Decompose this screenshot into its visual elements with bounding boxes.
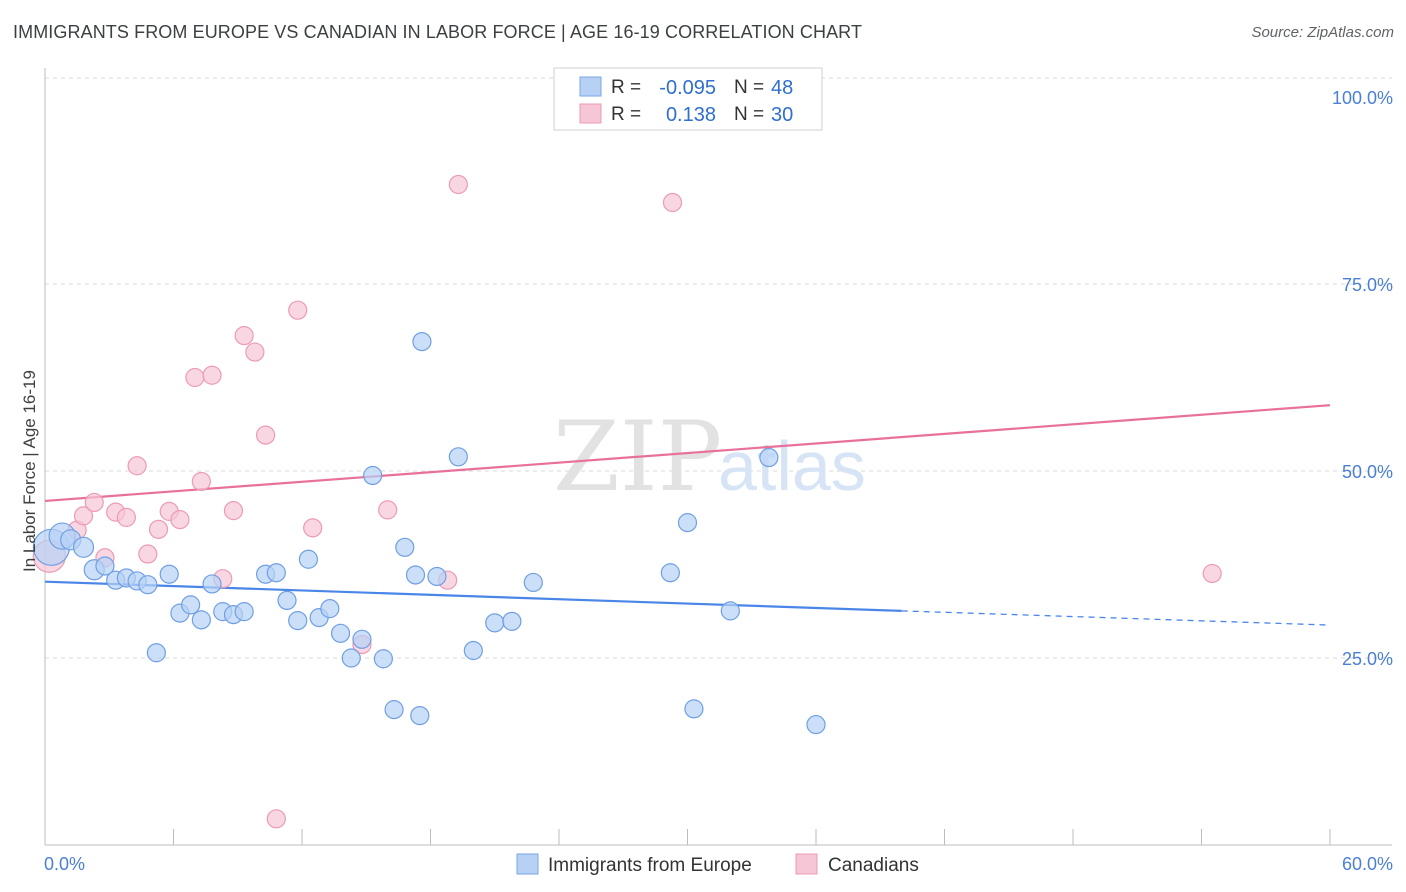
point-canadians: [378, 500, 398, 520]
data-points: [32, 174, 1222, 829]
point-europe: [502, 611, 522, 631]
grid: [45, 77, 1392, 659]
point-europe: [720, 601, 740, 621]
point-canadians: [148, 519, 169, 539]
legend-box: R = -0.095 N = 48 R = 0.138 N = 30: [553, 67, 823, 131]
legend-n-label-1: N =: [734, 77, 764, 98]
x-tick-label: 0.0%: [44, 854, 85, 874]
point-canadians: [1202, 563, 1222, 584]
point-europe: [138, 575, 158, 595]
point-canadians: [191, 471, 211, 492]
point-europe: [288, 610, 308, 631]
point-europe: [427, 566, 447, 587]
point-europe: [298, 549, 319, 569]
chart-title: IMMIGRANTS FROM EUROPE VS CANADIAN IN LA…: [13, 22, 863, 42]
point-canadians: [170, 510, 190, 530]
point-europe: [523, 572, 543, 593]
legend-r-label-2: R =: [611, 104, 641, 125]
point-europe: [806, 714, 826, 735]
legend-r-value-2: 0.138: [666, 104, 716, 126]
legend-n-value-2: 30: [771, 104, 793, 126]
point-europe: [677, 513, 698, 533]
legend-swatch-pink: [579, 103, 602, 124]
point-europe: [384, 700, 404, 720]
point-europe: [320, 599, 340, 619]
point-canadians: [288, 300, 308, 320]
point-europe: [448, 447, 468, 467]
tick-labels: 25.0% 50.0% 75.0% 100.0% 0.0% 60.0%: [44, 88, 1393, 874]
point-europe: [202, 574, 222, 594]
point-canadians: [303, 518, 323, 538]
point-europe: [146, 643, 166, 663]
point-europe: [660, 563, 680, 583]
point-canadians: [266, 809, 286, 829]
point-europe: [405, 565, 426, 585]
watermark-atlas: atlas: [718, 427, 866, 505]
legend-swatch-blue: [579, 76, 602, 97]
point-canadians: [245, 342, 265, 362]
trend-line-canadians: [44, 404, 1331, 503]
point-canadians: [448, 174, 468, 195]
point-europe: [759, 447, 779, 468]
point-canadians: [234, 326, 254, 346]
bottom-legend: Immigrants from Europe Canadians: [516, 853, 919, 876]
axes: [44, 68, 1392, 846]
point-canadians: [116, 507, 136, 527]
point-europe: [266, 563, 286, 583]
point-canadians: [84, 492, 104, 513]
trend-lines: [44, 404, 1331, 626]
point-canadians: [662, 192, 683, 213]
legend-n-value-1: 48: [771, 77, 793, 99]
watermark: ZIP atlas: [553, 401, 866, 513]
point-canadians: [138, 544, 158, 564]
point-europe: [159, 564, 179, 584]
point-europe: [352, 629, 372, 649]
bottom-legend-label-europe: Immigrants from Europe: [548, 855, 752, 876]
point-canadians: [255, 425, 276, 445]
x-tick-label: 60.0%: [1342, 854, 1393, 874]
point-europe: [330, 623, 351, 643]
point-europe: [412, 331, 432, 352]
y-tick-label: 75.0%: [1342, 275, 1393, 295]
point-europe: [277, 590, 297, 611]
point-canadians: [185, 367, 205, 388]
point-europe: [395, 537, 415, 557]
y-tick-label: 100.0%: [1332, 88, 1393, 108]
bottom-legend-swatch-pink: [795, 853, 818, 875]
bottom-legend-swatch-blue: [516, 853, 539, 875]
y-tick-label: 50.0%: [1342, 462, 1393, 482]
point-europe: [485, 613, 505, 633]
trend-line-europe: [44, 580, 902, 612]
point-europe: [341, 648, 361, 668]
point-europe: [463, 640, 483, 661]
point-europe: [181, 595, 201, 615]
legend-r-label-1: R =: [611, 77, 641, 98]
legend-r-value-1: -0.095: [659, 77, 716, 99]
point-europe: [95, 556, 115, 576]
y-tick-label: 25.0%: [1342, 649, 1393, 669]
y-axis-label: In Labor Force | Age 16-19: [20, 370, 39, 572]
legend-n-label-2: N =: [734, 104, 764, 125]
point-canadians: [127, 456, 147, 476]
point-europe: [373, 649, 393, 669]
point-canadians: [223, 501, 244, 521]
point-europe: [363, 465, 383, 486]
trend-line-extension: [901, 610, 1331, 626]
point-canadians: [73, 506, 94, 526]
source-label: Source: ZipAtlas.com: [1251, 24, 1394, 41]
point-europe: [191, 610, 211, 630]
point-canadians: [202, 365, 222, 385]
point-europe: [72, 536, 95, 558]
point-europe: [684, 699, 704, 719]
bottom-legend-label-canadians: Canadians: [828, 855, 919, 876]
point-europe: [410, 705, 430, 726]
point-europe: [234, 602, 254, 622]
